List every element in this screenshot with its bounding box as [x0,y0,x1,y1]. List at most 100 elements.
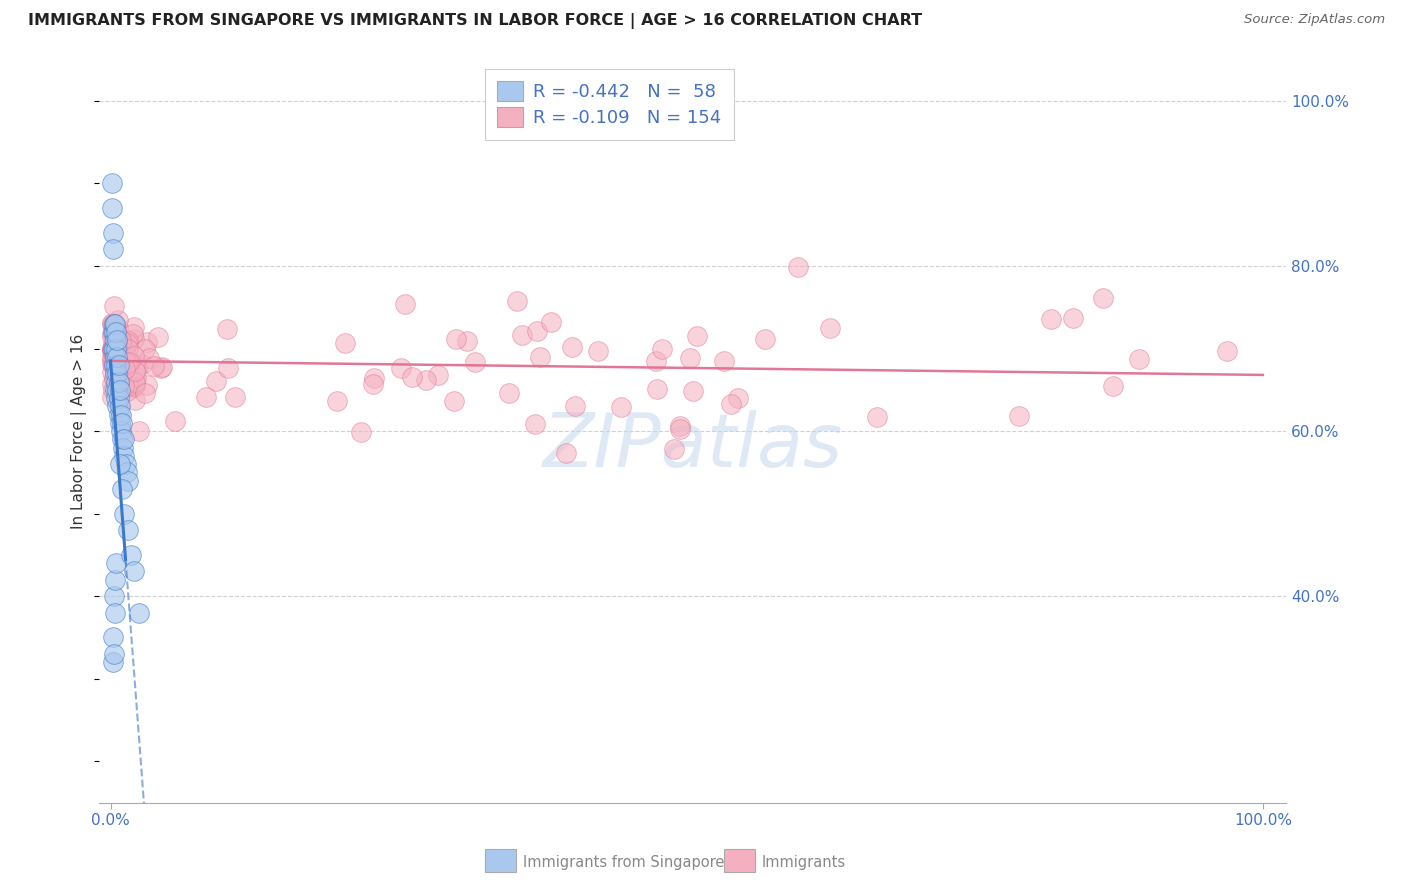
Point [363,376,385,391]
Point [110,337,132,351]
Point [110,359,132,374]
Point [107,349,129,363]
Point [100,353,122,368]
Point [125,370,148,384]
Point [108,383,131,397]
Point [401,369,423,384]
Point [111,416,134,430]
Point [529,350,551,364]
Point [105,325,128,339]
Point [120,367,142,381]
Point [1040,312,1063,326]
Point [1128,352,1150,367]
Point [108,416,131,430]
Point [554,446,576,460]
Point [787,260,810,275]
Point [100,343,122,357]
Point [110,408,132,422]
Point [104,383,127,397]
Point [115,337,138,351]
Point [111,482,134,496]
Point [107,350,129,364]
Point [165,414,187,428]
Point [415,373,437,387]
Point [115,466,138,480]
Point [103,358,125,372]
Point [101,345,124,359]
Point [103,358,125,372]
Point [195,390,218,404]
Point [103,299,125,313]
Point [325,393,347,408]
Point [103,333,125,347]
Point [103,589,125,603]
Point [110,333,132,347]
Point [114,343,136,357]
Point [112,449,135,463]
Point [668,422,690,436]
Legend: R = -0.442   N =  58, R = -0.109   N = 154: R = -0.442 N = 58, R = -0.109 N = 154 [485,69,734,140]
Point [110,424,132,438]
Point [138,351,160,365]
Point [111,351,134,366]
Point [128,606,150,620]
Point [426,368,449,383]
Point [101,365,124,379]
Text: ZIPatlas: ZIPatlas [543,410,842,482]
Point [105,556,128,570]
Point [111,360,134,375]
Point [104,317,127,331]
Point [104,363,127,377]
Point [101,342,124,356]
Point [586,344,609,359]
Point [103,334,125,349]
Point [122,326,145,341]
Point [686,329,709,343]
Point [107,321,129,335]
Point [108,377,131,392]
Point [104,321,127,335]
Point [107,313,129,327]
Point [100,177,122,191]
Text: Immigrants: Immigrants [762,855,846,870]
Point [103,356,125,370]
Point [100,343,122,357]
Point [100,390,122,404]
Point [148,330,170,344]
Point [1091,291,1114,305]
Text: Immigrants from Singapore: Immigrants from Singapore [523,855,724,870]
Point [103,342,125,356]
Point [107,375,129,389]
Point [389,361,412,376]
Point [118,355,141,369]
Point [456,334,478,349]
Point [217,360,239,375]
Point [114,372,136,386]
Point [446,332,468,346]
Point [104,350,127,364]
Text: Source: ZipAtlas.com: Source: ZipAtlas.com [1244,13,1385,27]
Point [131,357,153,371]
Point [101,318,124,333]
Point [464,355,486,369]
Point [101,631,124,645]
Point [104,325,127,339]
Point [498,386,520,401]
Point [363,371,385,385]
Point [152,359,174,374]
Point [136,335,159,350]
Point [117,343,139,357]
Point [114,457,136,471]
Point [117,384,139,399]
Point [1008,409,1031,423]
Point [103,372,125,386]
Point [668,419,690,434]
Point [820,321,842,335]
Point [564,400,586,414]
Point [117,474,139,488]
Point [104,366,127,380]
Point [727,391,749,405]
Point [107,408,129,422]
Point [1062,311,1084,326]
Point [540,315,562,329]
